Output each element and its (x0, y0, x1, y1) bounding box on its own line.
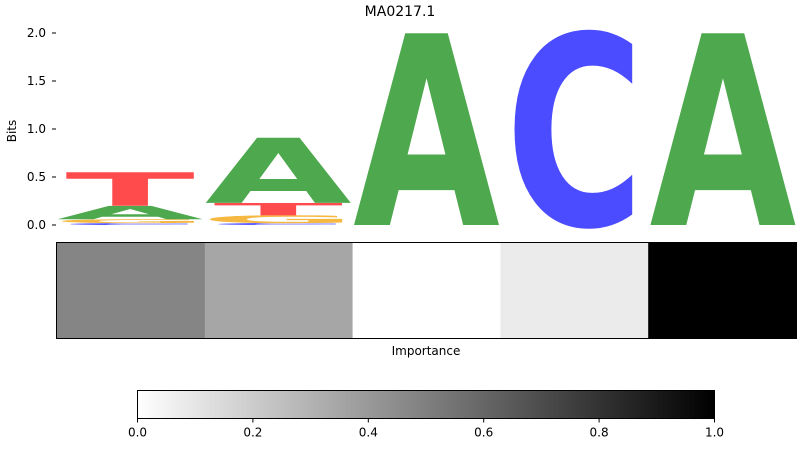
heatmap-cell (500, 243, 649, 338)
y-axis-label: Bits (5, 120, 19, 143)
y-tick-label: 2.0 (27, 26, 46, 40)
colorbar-tick-label: 0.4 (359, 426, 378, 440)
colorbar (137, 390, 715, 419)
logo-letter-t: T (214, 200, 344, 220)
y-tick-label: 0.5 (27, 170, 46, 184)
colorbar-tick-label: 1.0 (705, 426, 724, 440)
heatmap-cell (648, 243, 797, 338)
logo-letter-t: T (65, 163, 194, 217)
heatmap-frame (56, 242, 797, 339)
logo-letter-c: C (505, 0, 644, 288)
logo-letter-a: A (205, 120, 352, 224)
colorbar-ticks: 0.0 0.2 0.4 0.6 0.8 1.0 (128, 418, 724, 440)
colorbar-tick-label: 0.0 (128, 426, 147, 440)
logo-letter-a: A (649, 0, 796, 288)
chart-title: MA0217.1 (365, 4, 436, 20)
heatmap-xlabel: Importance (392, 344, 461, 358)
y-tick-label: 1.0 (27, 122, 46, 136)
heatmap-cell (204, 243, 354, 338)
colorbar-tick-label: 0.8 (590, 426, 609, 440)
heatmap-cell (352, 243, 501, 338)
logo-letter-c: C (209, 223, 348, 226)
colorbar-tick-label: 0.6 (474, 426, 493, 440)
logo-letter-g: G (52, 218, 208, 224)
logo-y-axis: 0.0 0.5 1.0 1.5 2.0 (27, 26, 56, 232)
y-tick-label: 0.0 (27, 218, 46, 232)
importance-heatmap (57, 243, 797, 338)
logo-letter-c: C (60, 223, 199, 226)
y-tick-label: 1.5 (27, 74, 46, 88)
heatmap-cell (57, 243, 206, 338)
logo-letter-g: G (200, 213, 356, 225)
logo-letter-a: A (353, 0, 500, 288)
colorbar-tick-label: 0.2 (243, 426, 262, 440)
logo-letter-a: A (57, 202, 204, 223)
